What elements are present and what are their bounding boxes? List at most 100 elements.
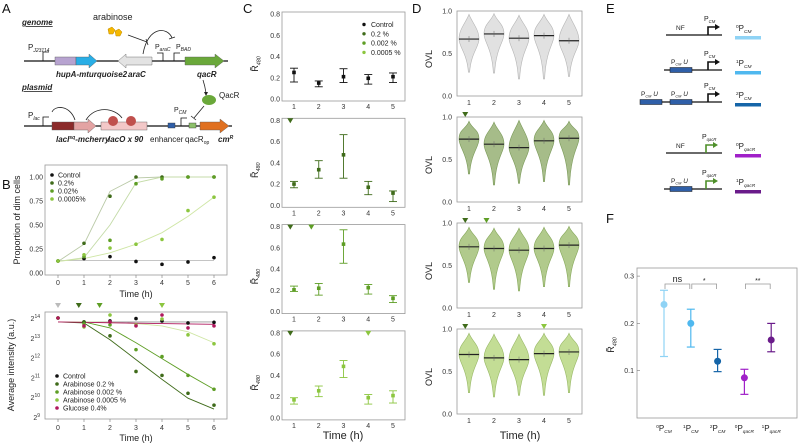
- x-tick-label: 1PqacR: [762, 424, 782, 435]
- y-axis-label: OVL: [424, 262, 434, 280]
- data-point: [212, 195, 216, 199]
- arrowhead-icon: [713, 142, 718, 148]
- x-tick-label: 1PCM: [683, 424, 698, 435]
- y-tick-label: 212: [31, 354, 41, 363]
- x-tick-label: 5: [391, 210, 395, 217]
- main: R̃: [250, 384, 260, 391]
- data-point: [134, 369, 138, 374]
- x-tick-label: 2: [492, 100, 496, 107]
- x-tick-label: 5: [567, 418, 571, 425]
- significance-bracket: [745, 283, 771, 289]
- sub: CM: [709, 54, 716, 59]
- qacr-label: qacR: [197, 70, 217, 79]
- data-point: [366, 76, 371, 81]
- onset-marker-icon: [287, 330, 294, 336]
- sup: 0: [736, 142, 739, 148]
- chart-d-panel: 0.0 0.5 1.0 1 2 3 4 5 OVL: [424, 9, 583, 107]
- onset-marker-icon: [159, 303, 165, 308]
- main: P: [659, 424, 664, 433]
- x-tick-label: 1: [292, 423, 296, 430]
- sub: CM: [709, 19, 716, 24]
- data-point: [160, 373, 164, 378]
- legend-label: 0.2 %: [371, 31, 389, 38]
- data-point: [366, 285, 371, 290]
- sub: CM: [744, 29, 751, 35]
- data-point: [160, 262, 164, 267]
- x-tick-label: 1: [82, 425, 86, 432]
- sub: CM: [691, 429, 698, 435]
- genome-label: genome: [21, 18, 53, 27]
- main: P: [739, 59, 744, 68]
- enhancer-label: enhancer: [150, 135, 184, 144]
- data-point: [186, 326, 190, 330]
- y-axis-label: R̃480: [250, 375, 263, 391]
- panel-a-genetic-circuit: genome arabinose PJ23114 hupA-mturquoise…: [21, 12, 240, 146]
- promoter-label: PCM: [704, 16, 716, 24]
- violin: [558, 120, 580, 186]
- arabinose-icon: [107, 26, 123, 37]
- y-tick-label: 0.0: [442, 306, 452, 313]
- y-tick-label: 0.0: [270, 97, 280, 104]
- p-bad-arrow-icon: [173, 52, 180, 61]
- sup: 1: [762, 424, 765, 430]
- data-point: [134, 181, 138, 186]
- promoter-label: PqacR: [702, 170, 716, 178]
- exponent: 14: [34, 314, 40, 320]
- x-tick-label: 1: [292, 317, 296, 324]
- sub: 480: [256, 56, 262, 65]
- p-lac-arrow-icon: [42, 116, 49, 126]
- sub: CM: [744, 96, 751, 102]
- legend-marker: [55, 374, 59, 378]
- sup: 0: [656, 424, 659, 430]
- p-lac-label: Plac: [28, 111, 40, 122]
- plot-frame: [281, 11, 406, 102]
- arrow-icon: [204, 92, 208, 96]
- inhibition-icon: [127, 30, 176, 55]
- x-tick-label: 3: [517, 206, 521, 213]
- upstream-element-label: PCM U: [671, 178, 688, 186]
- construct-name: 0PCM: [736, 24, 751, 35]
- onset-marker-icon: [541, 324, 547, 329]
- promoter-label: PCM: [704, 51, 716, 59]
- x-tick-label: 0PqacR: [735, 424, 755, 435]
- data-point: [316, 286, 321, 291]
- y-tick-label: 0.8: [270, 12, 280, 19]
- sub: CM: [645, 94, 652, 99]
- legend-label: 0.02%: [58, 189, 78, 196]
- main: P: [702, 170, 707, 177]
- qacr-operator-box: [188, 122, 197, 129]
- chart-c-panel: 0.0 0.2 0.4 0.6 0.8 1 2 3 4 5 R̃480: [250, 224, 406, 324]
- data-point: [134, 347, 138, 352]
- sub: CM: [744, 64, 751, 70]
- laco-array: [100, 121, 148, 131]
- data-point: [292, 398, 296, 402]
- upstream-element-label: PCM U: [671, 59, 688, 67]
- x-tick-label: 3: [517, 418, 521, 425]
- x-tick-label: 5: [186, 425, 190, 432]
- plot-frame: [456, 116, 583, 203]
- qacr-gene-arrow: [184, 53, 225, 69]
- hupa-gene: [54, 56, 77, 66]
- x-tick-label: 2PCM: [710, 424, 725, 435]
- main: P: [713, 424, 718, 433]
- x-tick-label: 0PCM: [656, 424, 671, 435]
- legend-marker: [55, 390, 59, 394]
- y-tick-label: 0.0: [270, 203, 280, 210]
- data-point: [391, 74, 395, 79]
- y-tick-label: 1.0: [442, 9, 452, 16]
- sup: 0: [736, 24, 739, 30]
- exponent: 12: [34, 354, 40, 360]
- panel-letter-d: D: [412, 1, 421, 16]
- violin: [533, 226, 555, 288]
- data-point: [108, 238, 112, 243]
- x-axis-label: Time (h): [323, 430, 364, 442]
- laci-label: lacIsq-mcherry: [56, 135, 110, 144]
- x-tick-label: 0: [56, 280, 60, 287]
- legend-label: Glucose 0.4%: [63, 406, 107, 413]
- mcherry-gene-arrow: [73, 118, 97, 134]
- p-j23114-label: PJ23114: [28, 43, 50, 54]
- chart-b-proportion-dim-cells: 0 1 2 3 4 5 6 0.00 0.25 0.50 0.75 1.00 Time (h) Propo…: [12, 164, 228, 299]
- y-tick-label: 0.2: [270, 394, 280, 401]
- main: R̃: [250, 65, 260, 72]
